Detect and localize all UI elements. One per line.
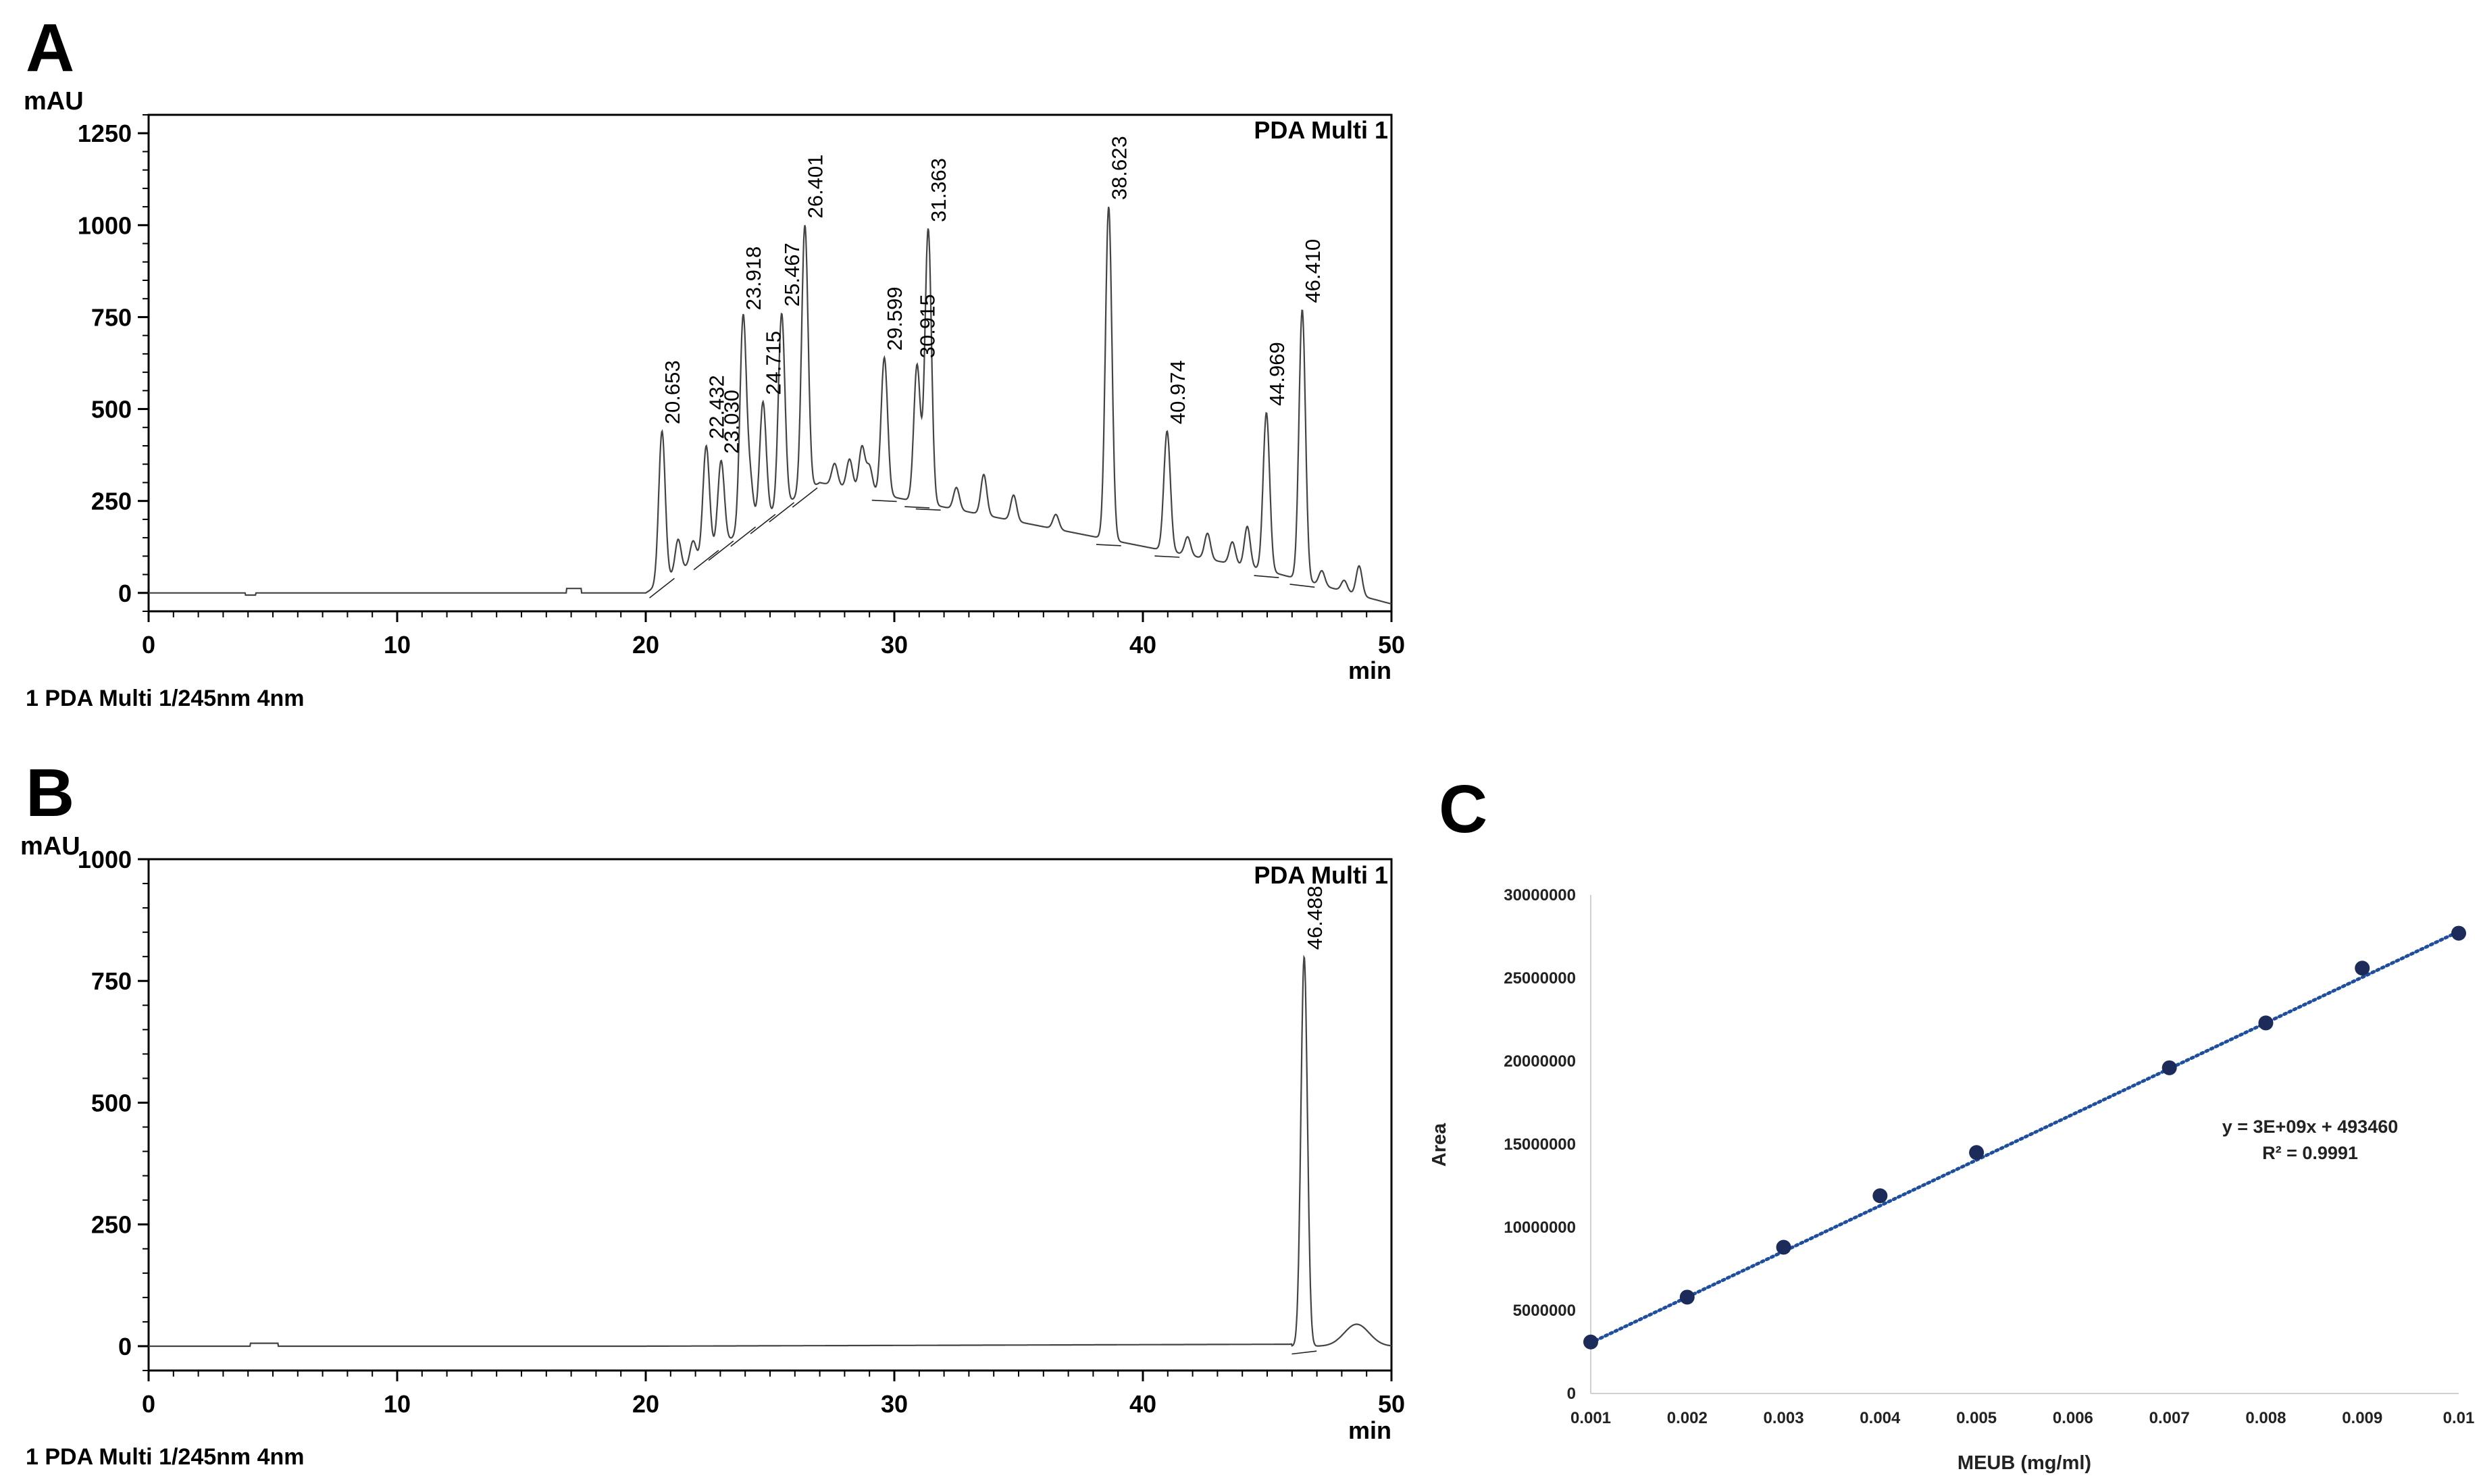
panel-c-y-tick-label: 20000000 — [1504, 1052, 1576, 1071]
panel-c-point — [1872, 1188, 1888, 1204]
a-y-tick-label: 1000 — [78, 211, 132, 239]
panel-c-y-tick-label: 15000000 — [1504, 1135, 1576, 1154]
panel-a-title: PDA Multi 1 — [1254, 116, 1388, 144]
a-y-tick-label: 1250 — [78, 120, 132, 147]
b-x-tick-label: 10 — [384, 1390, 411, 1418]
b-peak-label-46-488: 46.488 — [1303, 886, 1327, 950]
b-y-tick-label: 500 — [91, 1089, 132, 1117]
a-peak-label-44-969: 44.969 — [1265, 342, 1289, 406]
panel-c-x-tick-label: 0.006 — [2053, 1409, 2093, 1427]
a-x-tick-label: 0 — [142, 631, 155, 659]
panel-b-ylabel: mAU — [20, 832, 80, 861]
panel-c-point — [1679, 1289, 1695, 1305]
b-y-tick-label: 0 — [118, 1333, 132, 1360]
panel-c-x-tick-label: 0.001 — [1570, 1409, 1611, 1427]
panel-b-integration-baselines — [1291, 1350, 1317, 1355]
panel-c-x-tick-label: 0.003 — [1764, 1409, 1804, 1427]
panel-b-footer: 1 PDA Multi 1/245nm 4nm — [26, 1444, 305, 1470]
panel-c-x-tick-label: 0.007 — [2149, 1409, 2190, 1427]
a-peak-label-46-410: 46.410 — [1301, 239, 1325, 303]
a-peak-label-26-401: 26.401 — [804, 155, 827, 219]
panel-c-x-tick-label: 0.01 — [2443, 1409, 2475, 1427]
a-peak-label-38-623: 38.623 — [1107, 136, 1131, 200]
a-x-tick-label: 10 — [384, 631, 411, 659]
a-peak-label-23-030: 23.030 — [719, 390, 743, 454]
panel-c-y-tick-label: 25000000 — [1504, 969, 1576, 988]
panel-b-trace — [149, 954, 1392, 1348]
b-x-tick-label: 0 — [142, 1390, 155, 1418]
a-peak-label-40-974: 40.974 — [1166, 360, 1190, 424]
a-peak-label-25-467: 25.467 — [780, 242, 804, 307]
a-y-tick-label: 250 — [91, 488, 132, 515]
panel-c-x-tick-label: 0.002 — [1667, 1409, 1708, 1427]
a-x-tick-label: 30 — [881, 631, 908, 659]
panel-c-point — [2355, 961, 2370, 976]
panel-a-footer: 1 PDA Multi 1/245nm 4nm — [26, 686, 305, 711]
panel-b-peak-labels: 46.488 — [1303, 886, 1327, 950]
b-x-tick-label: 30 — [881, 1390, 908, 1418]
b-y-tick-label: 250 — [91, 1211, 132, 1239]
b-x-tick-label: 50 — [1378, 1390, 1405, 1418]
panel-c-points — [1583, 925, 2466, 1350]
b-x-tick-label: 40 — [1129, 1390, 1156, 1418]
panel-c-point — [1583, 1334, 1598, 1350]
a-peak-label-31-363: 31.363 — [927, 158, 950, 222]
panel-c-x-tick-label: 0.009 — [2342, 1409, 2382, 1427]
a-x-tick-label: 50 — [1378, 631, 1405, 659]
a-peak-label-22-432: 22.432 — [705, 375, 729, 439]
panel-a-xlabel: min — [1348, 657, 1391, 684]
a-peak-label-20-653: 20.653 — [661, 360, 684, 424]
panel-c-r-squared: R² = 0.9991 — [2262, 1143, 2358, 1163]
panel-b-letter: B — [26, 755, 74, 831]
panel-c-equation: y = 3E+09x + 493460 — [2222, 1117, 2399, 1137]
panel-c-y-tick-label: 0 — [1567, 1385, 1576, 1403]
panel-c-y-tick-label: 10000000 — [1504, 1219, 1576, 1237]
panel-c-letter: C — [1439, 771, 1487, 847]
panel-c-ticks: 0.001 0.002 0.003 0.004 0.005 0.006 0.007 0.008… — [1504, 886, 2474, 1427]
panel-a-integration-baselines — [649, 487, 1315, 598]
a-peak-label-23-918: 23.918 — [742, 247, 765, 311]
panel-c-point — [2162, 1060, 2177, 1075]
panel-c-point — [1969, 1145, 1985, 1160]
a-peak-label-30-915: 30.915 — [916, 294, 940, 358]
panel-c-point — [1776, 1239, 1791, 1255]
panel-c-plot: 0.001 0.002 0.003 0.004 0.005 0.006 0.007 0.008… — [1504, 886, 2474, 1427]
panel-b-xlabel: min — [1348, 1416, 1391, 1444]
panel-a-ylabel: mAU — [24, 87, 84, 116]
b-y-tick-label: 750 — [91, 967, 132, 995]
panel-a-letter: A — [26, 10, 74, 86]
a-peak-label-24-715: 24.715 — [761, 331, 785, 395]
a-x-tick-label: 20 — [632, 631, 659, 659]
panel-c-ylabel: Area — [1429, 1123, 1450, 1167]
panel-c-point — [2258, 1015, 2274, 1031]
panel-b-frame — [147, 858, 1393, 1372]
a-y-tick-label: 500 — [91, 396, 132, 424]
panel-c-x-tick-label: 0.004 — [1860, 1409, 1901, 1427]
a-x-tick-label: 40 — [1129, 631, 1156, 659]
panel-c-x-tick-label: 0.008 — [2245, 1409, 2286, 1427]
panel-c-x-tick-label: 0.005 — [1956, 1409, 1997, 1427]
a-y-tick-label: 0 — [118, 580, 132, 607]
panel-c-point — [2451, 925, 2466, 941]
a-y-tick-label: 750 — [91, 303, 132, 331]
panel-b-title: PDA Multi 1 — [1254, 861, 1388, 889]
b-x-tick-label: 20 — [632, 1390, 659, 1418]
a-peak-label-29-599: 29.599 — [883, 286, 906, 351]
panel-a-trace — [149, 206, 1392, 605]
panel-c-trendline — [1589, 929, 2461, 1345]
panel-c-y-tick-label: 30000000 — [1504, 886, 1576, 904]
panel-c-xlabel: MEUB (mg/ml) — [1958, 1452, 2091, 1474]
b-y-tick-label: 1000 — [78, 846, 132, 873]
panel-c-y-tick-label: 5000000 — [1513, 1302, 1576, 1320]
